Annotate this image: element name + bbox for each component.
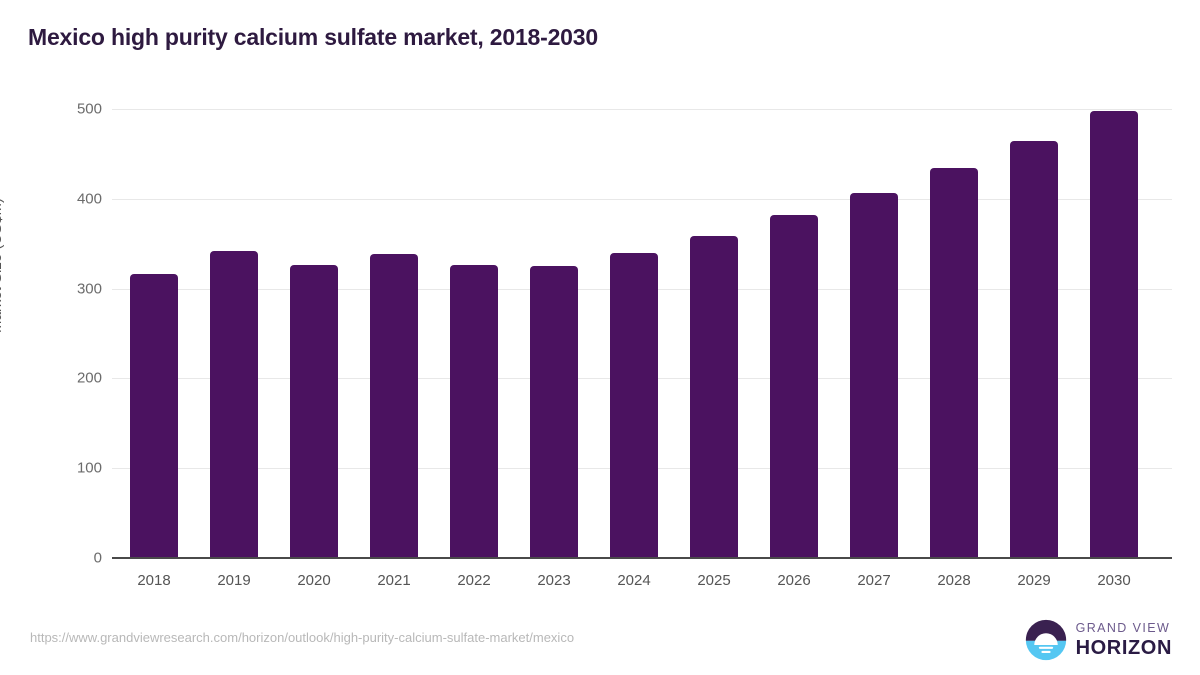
gridline: [112, 198, 1172, 200]
x-tick-label: 2021: [377, 572, 411, 589]
y-tick-label: 0: [93, 549, 102, 567]
x-tick-label: 2027: [857, 572, 891, 589]
logo-line-horizon: HORIZON: [1075, 637, 1172, 660]
bar[interactable]: [530, 266, 578, 558]
page-title: Mexico high purity calcium sulfate marke…: [28, 24, 598, 50]
y-tick-label: 300: [76, 280, 102, 298]
bar[interactable]: [370, 254, 418, 558]
x-tick-label: 2018: [137, 572, 171, 589]
bar[interactable]: [130, 274, 178, 558]
logo-line-grand-view: GRAND VIEW: [1075, 620, 1171, 635]
bar[interactable]: [210, 250, 258, 558]
bar[interactable]: [850, 193, 898, 558]
bar[interactable]: [930, 168, 978, 558]
x-tick-label: 2023: [537, 572, 571, 589]
gridline: [112, 109, 1172, 110]
y-tick-label: 500: [76, 100, 102, 118]
bar[interactable]: [770, 214, 818, 558]
x-tick-label: 2020: [297, 572, 331, 589]
y-tick-label: 100: [76, 459, 102, 477]
y-axis-title: Market Size (US$M): [0, 197, 5, 333]
y-tick-label: 200: [76, 369, 102, 387]
bar[interactable]: [610, 252, 658, 558]
bar[interactable]: [450, 265, 498, 558]
x-tick-label: 2026: [777, 572, 811, 589]
x-tick-label: 2025: [697, 572, 731, 589]
x-tick-label: 2028: [937, 572, 971, 589]
plot-area: [112, 109, 1172, 559]
x-tick-label: 2029: [1017, 572, 1051, 589]
x-tick-label: 2024: [617, 572, 651, 589]
source-url[interactable]: https://www.grandviewresearch.com/horizo…: [30, 630, 575, 645]
x-axis-line: [112, 557, 1172, 559]
x-tick-label: 2030: [1097, 572, 1131, 589]
bar[interactable]: [1090, 110, 1138, 558]
logo-text: GRAND VIEW HORIZON: [1076, 622, 1172, 659]
bar[interactable]: [290, 265, 338, 558]
bar[interactable]: [690, 235, 738, 558]
grand-view-horizon-logo[interactable]: GRAND VIEW HORIZON: [1025, 619, 1172, 661]
bar[interactable]: [1010, 141, 1058, 558]
y-tick-label: 400: [76, 190, 102, 208]
horizon-circle-icon: [1025, 619, 1066, 661]
x-tick-label: 2022: [457, 572, 491, 589]
x-tick-label: 2019: [217, 572, 251, 589]
